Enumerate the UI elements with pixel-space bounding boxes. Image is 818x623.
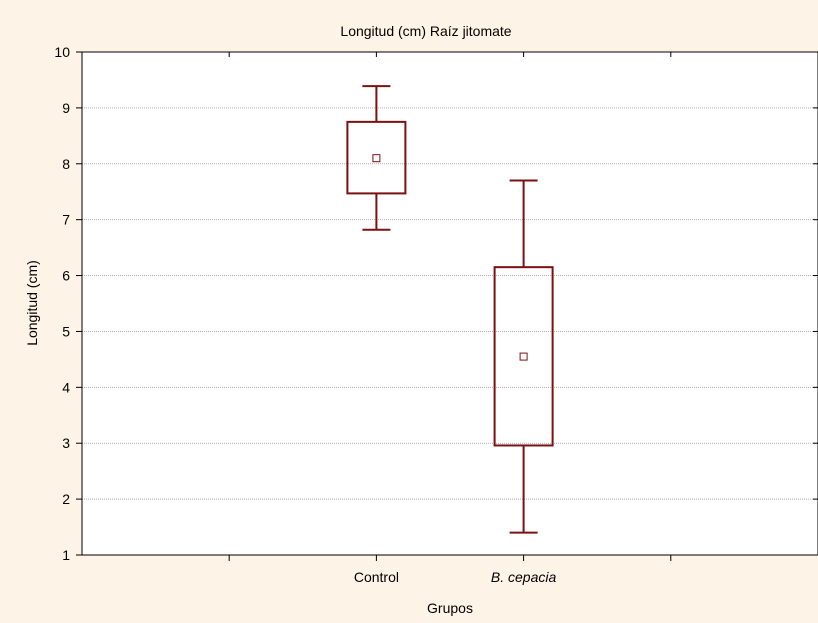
box-0-center-marker bbox=[372, 154, 381, 163]
y-tick-label-4: 4 bbox=[62, 379, 70, 395]
x-category-labels: Control B. cepacia bbox=[354, 569, 557, 585]
y-tick-labels: 1 2 3 4 5 6 7 8 9 10 bbox=[54, 44, 70, 563]
x-category-label-0: Control bbox=[354, 569, 399, 585]
y-tick-label-7: 7 bbox=[62, 212, 70, 228]
x-category-label-1: B. cepacia bbox=[491, 569, 557, 585]
y-tick-label-2: 2 bbox=[62, 491, 70, 507]
y-tick-label-8: 8 bbox=[62, 156, 70, 172]
plot-area bbox=[82, 52, 818, 555]
box-1-iqr-box bbox=[493, 266, 554, 447]
y-tick-label-1: 1 bbox=[62, 547, 70, 563]
y-tick-label-6: 6 bbox=[62, 268, 70, 284]
y-tick-label-3: 3 bbox=[62, 435, 70, 451]
box-0-iqr-box bbox=[346, 120, 407, 195]
y-tick-label-9: 9 bbox=[62, 100, 70, 116]
plot-frame bbox=[81, 51, 818, 556]
y-tick-label-5: 5 bbox=[62, 323, 70, 339]
axes bbox=[76, 51, 818, 561]
x-axis-title: Grupos bbox=[427, 600, 473, 616]
box-1-center-marker bbox=[519, 352, 528, 361]
boxes bbox=[346, 85, 554, 534]
grid-lines bbox=[82, 107, 818, 500]
y-tick-label-10: 10 bbox=[54, 44, 70, 60]
y-axis-title: Longitud (cm) bbox=[24, 260, 40, 346]
chart-title: Longitud (cm) Raíz jitomate bbox=[340, 23, 511, 39]
